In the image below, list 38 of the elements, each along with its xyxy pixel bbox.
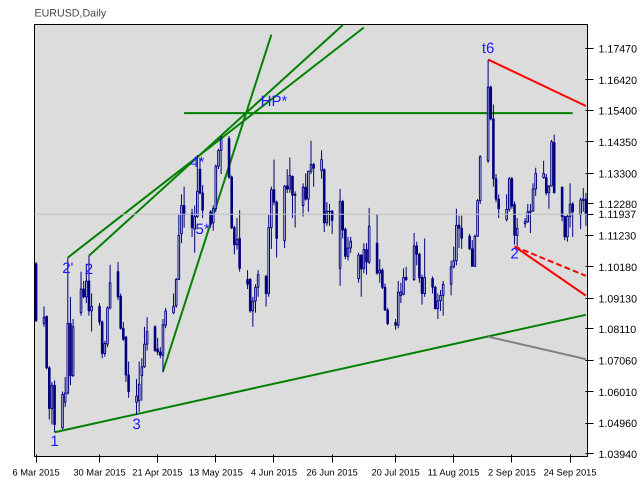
- candlestick: [209, 210, 212, 228]
- y-tick-label: 1.06010: [598, 386, 638, 399]
- candlestick: [442, 280, 444, 316]
- annotation: 1: [50, 433, 59, 450]
- candlestick: [220, 135, 222, 174]
- x-tick-label: 21 Apr 2015: [132, 468, 183, 478]
- x-tick-label: 24 Sep 2015: [544, 468, 597, 478]
- x-tick-label: 11 Aug 2015: [428, 468, 480, 478]
- x-tick-label: 20 Jul 2015: [371, 468, 420, 478]
- y-tick-label: 1.14350: [598, 136, 638, 149]
- y-tick-label: 1.10180: [598, 262, 638, 274]
- annotation: 2: [510, 246, 519, 263]
- x-tick-label: 6 Mar 2015: [12, 468, 60, 478]
- x-tick-label: 30 Mar 2015: [73, 468, 126, 478]
- chart-title: EURUSD,Daily: [34, 8, 107, 20]
- y-tick-label: 1.08110: [598, 324, 636, 336]
- x-tick-label: 26 Jun 2015: [306, 468, 358, 478]
- x-tick-label: 2 Sep 2015: [488, 468, 536, 478]
- y-tick-label: 1.16420: [598, 74, 638, 87]
- candlestick: [138, 361, 140, 412]
- candlestick: [460, 215, 463, 250]
- y-tick-label: 1.15400: [598, 105, 638, 118]
- annotation: t6: [482, 40, 494, 57]
- x-tick-label: 13 May 2015: [188, 468, 243, 478]
- y-tick-label: 1.11230: [598, 230, 636, 242]
- y-tick-label: 1.07060: [598, 355, 638, 368]
- y-tick-label: 1.03940: [598, 448, 638, 461]
- candlestick: [154, 324, 156, 352]
- y-tick-label: 1.17470: [598, 43, 638, 56]
- y-tick-label: 1.13300: [598, 168, 638, 180]
- x-tick-label: 4 Jun 2015: [250, 468, 298, 478]
- y-tick-label: 1.12280: [598, 198, 638, 211]
- y-tick-label: 1.09130: [598, 293, 638, 306]
- y-tick-label: 1.04960: [598, 418, 638, 430]
- candlestick: [80, 271, 82, 316]
- candlestick: [362, 242, 366, 274]
- annotation: 3: [132, 416, 141, 433]
- ref-line-label: 1.11937: [598, 209, 636, 222]
